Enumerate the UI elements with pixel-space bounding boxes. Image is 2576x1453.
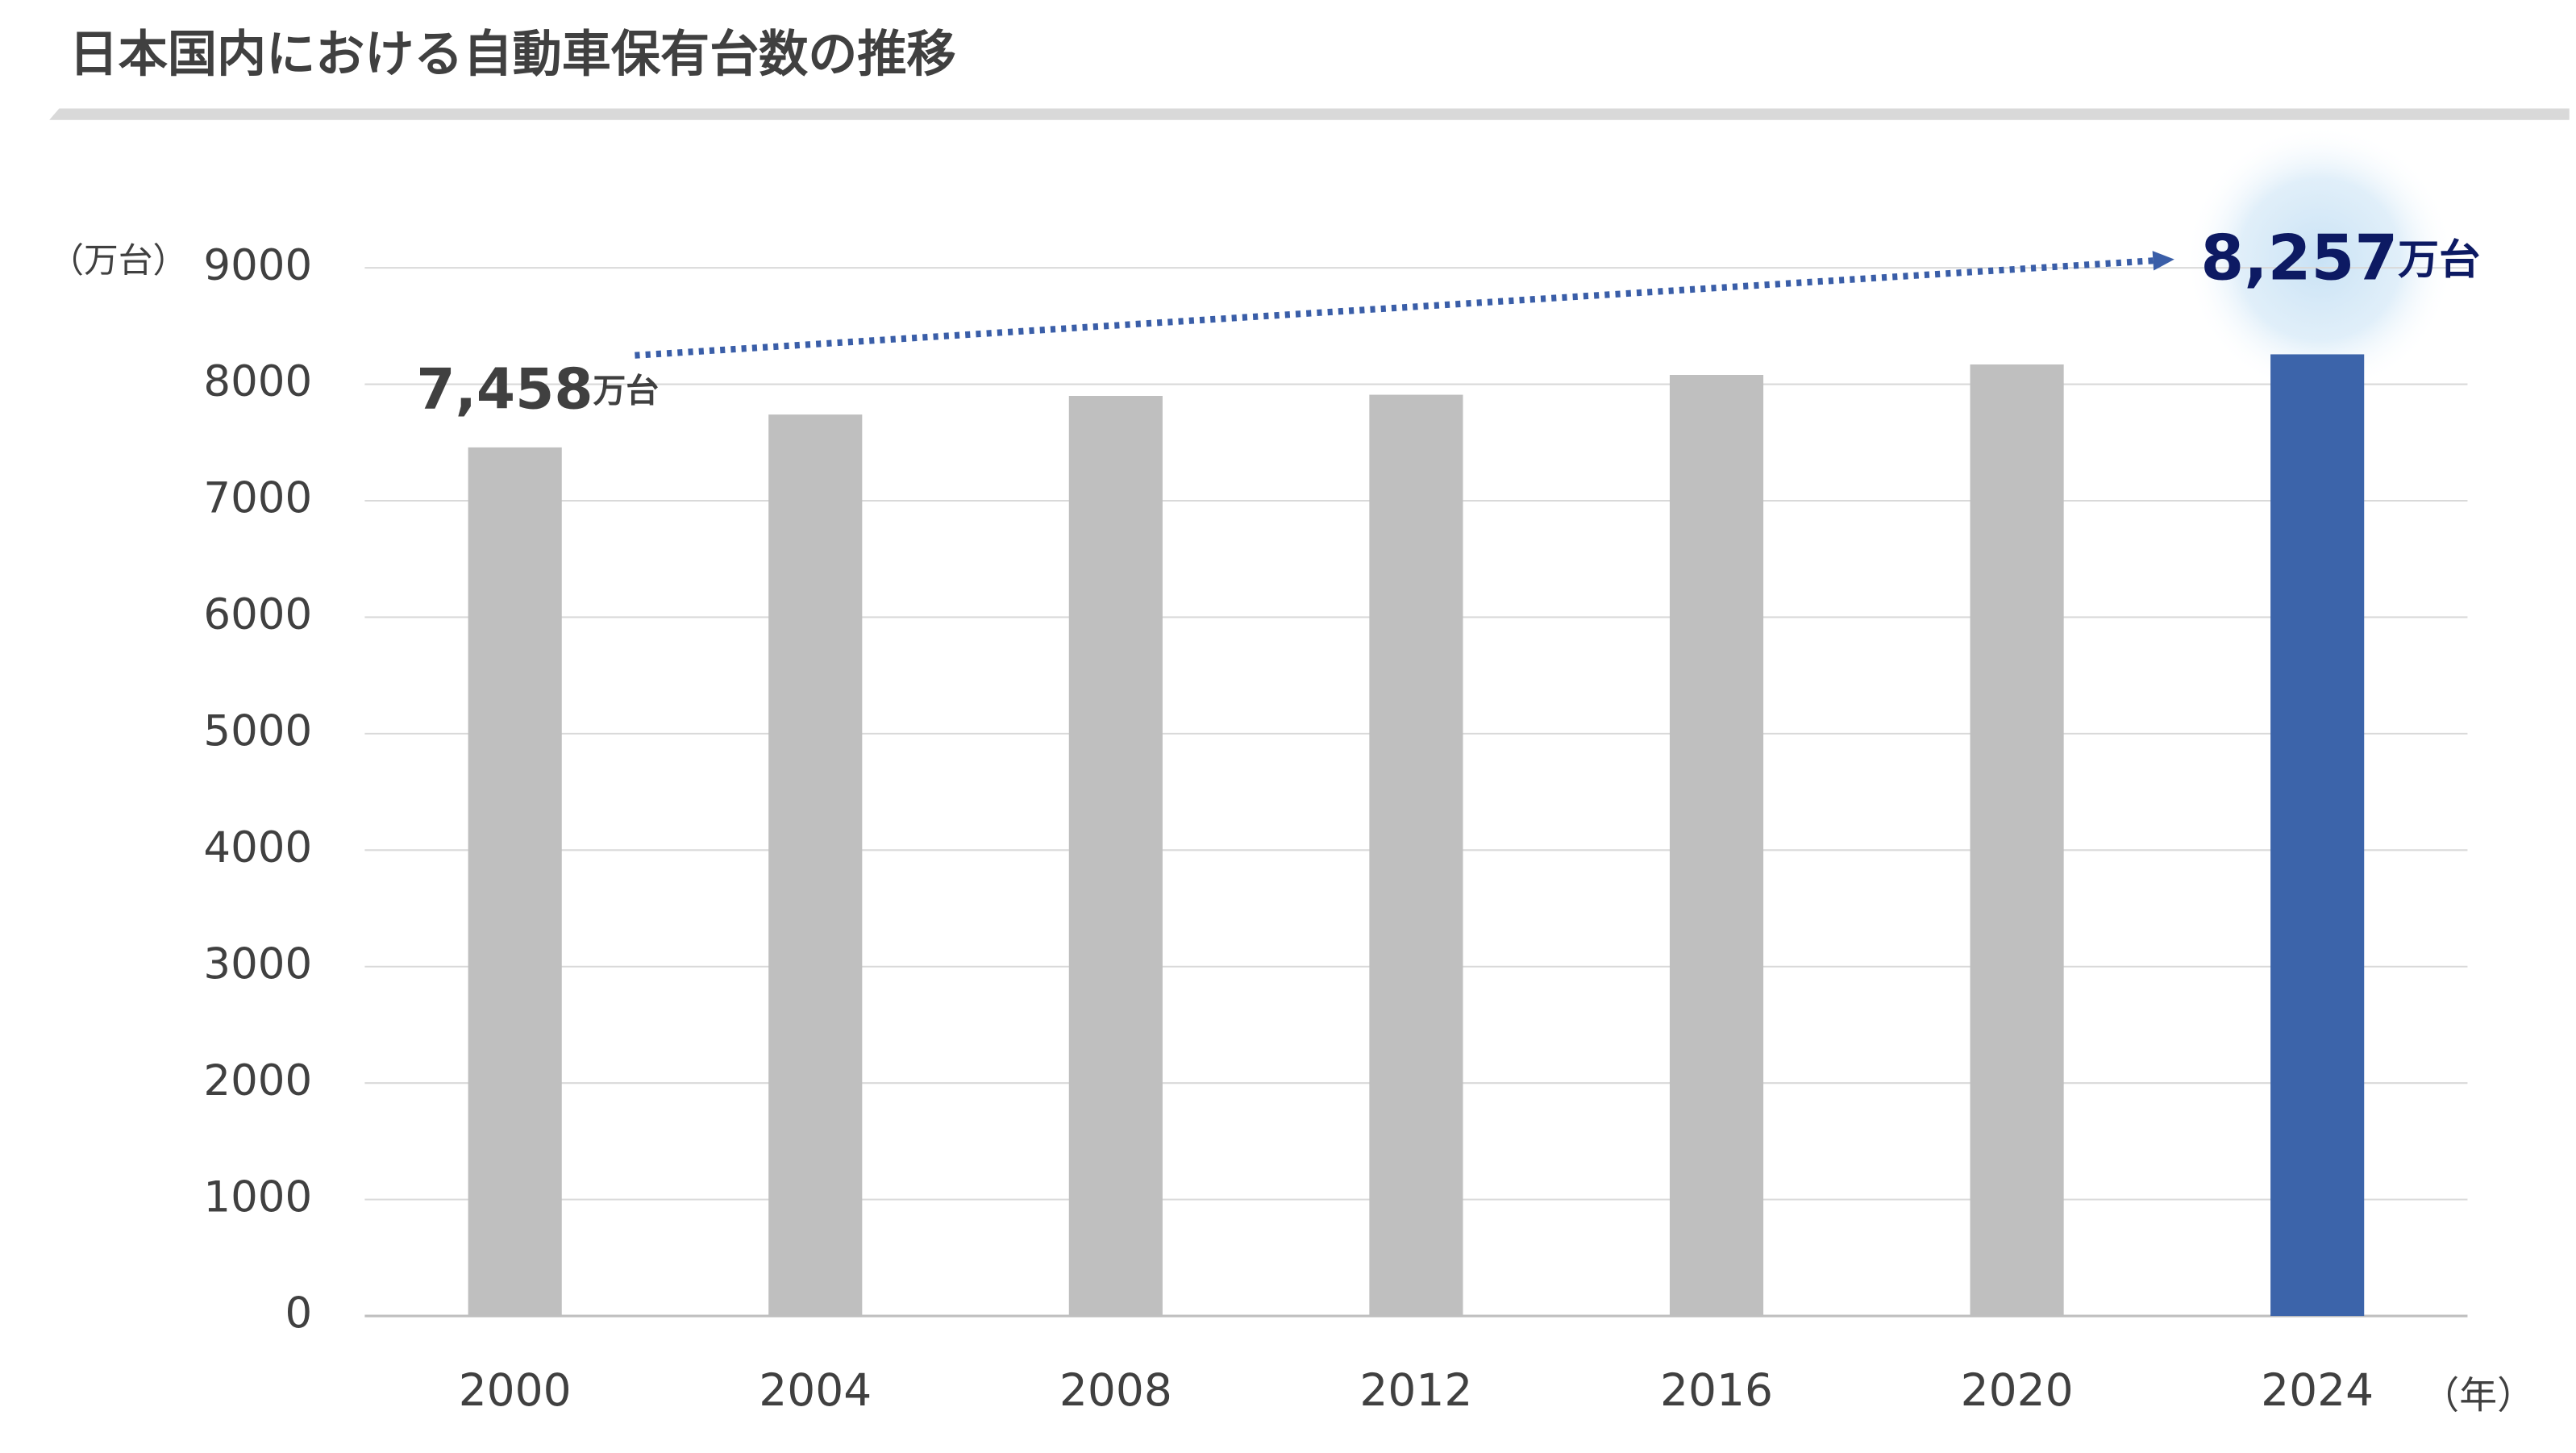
trend-arrow-head xyxy=(2152,251,2174,271)
bar xyxy=(1369,394,1463,1317)
value-label-number: 7,458 xyxy=(416,358,593,423)
bar xyxy=(2270,354,2365,1317)
x-tick-label: 2004 xyxy=(759,1364,872,1416)
y-tick-label: 6000 xyxy=(203,590,312,639)
x-tick-label: 2020 xyxy=(1961,1364,2074,1416)
bar xyxy=(1669,375,1764,1317)
x-tick-label: 2000 xyxy=(459,1364,572,1416)
title-rule xyxy=(49,108,2570,120)
y-tick-label: 3000 xyxy=(203,939,312,989)
x-tick-label: 2008 xyxy=(1059,1364,1172,1416)
value-label-unit: 万台 xyxy=(2398,236,2480,284)
value-label: 8,257万台 xyxy=(2200,222,2480,294)
y-unit-label: （万台） xyxy=(49,241,187,281)
value-label-unit: 万台 xyxy=(593,372,660,410)
y-tick-label: 2000 xyxy=(203,1056,312,1105)
y-tick-label: 5000 xyxy=(203,707,312,756)
x-tick-label: 2012 xyxy=(1359,1364,1472,1416)
bar xyxy=(768,414,863,1317)
value-label-number: 8,257 xyxy=(2200,222,2398,294)
bar xyxy=(1970,364,2064,1317)
chart-title: 日本国内における自動車保有台数の推移 xyxy=(69,26,956,83)
y-tick-label: 9000 xyxy=(203,241,312,290)
value-label: 7,458万台 xyxy=(416,358,659,423)
y-tick-label: 0 xyxy=(285,1289,312,1339)
bar xyxy=(468,447,562,1317)
highlight-glow xyxy=(2184,124,2455,395)
y-tick-label: 8000 xyxy=(203,357,312,406)
x-tick-label: 2016 xyxy=(1660,1364,1773,1416)
plot: 0 1000 2000 3000 4000 5000 6000 7000 8000 9000 200… xyxy=(203,222,2480,1416)
x-tick-label: 2024 xyxy=(2261,1364,2374,1416)
trend-arrow xyxy=(635,257,2154,359)
y-tick-label: 4000 xyxy=(203,823,312,872)
x-unit-label: （年） xyxy=(2421,1374,2535,1418)
y-tick-label: 7000 xyxy=(203,474,312,523)
bar xyxy=(1068,396,1163,1317)
y-tick-label: 1000 xyxy=(203,1172,312,1222)
